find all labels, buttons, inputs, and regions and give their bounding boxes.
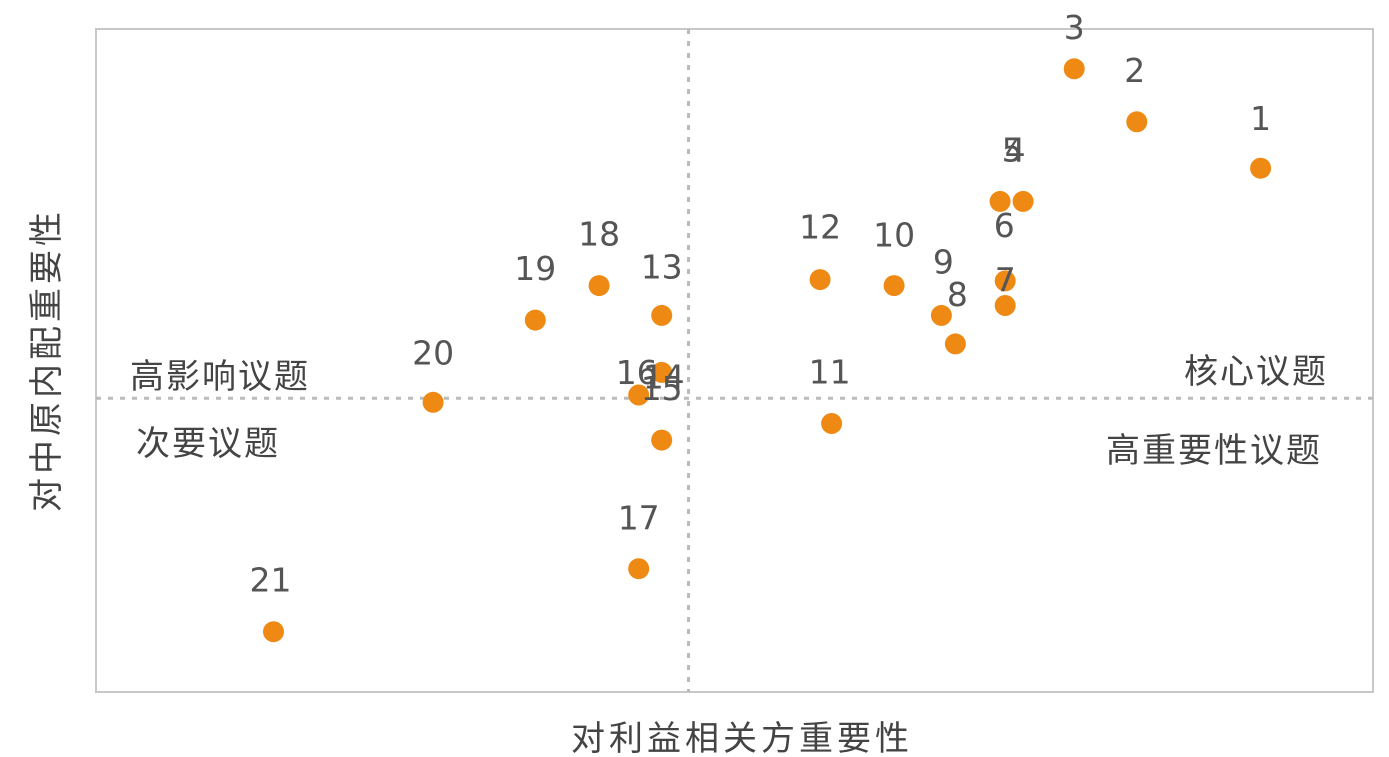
data-point-21 [263, 621, 284, 643]
data-label-21: 21 [250, 561, 292, 600]
quadrant-label-top-right: 核心议题 [1184, 352, 1328, 392]
data-label-10: 10 [873, 216, 915, 255]
data-label-3: 3 [1064, 8, 1085, 47]
data-label-1: 1 [1250, 99, 1271, 138]
data-point-2 [1126, 111, 1148, 133]
data-point-14 [651, 361, 673, 383]
data-points [263, 58, 1272, 643]
data-point-8 [944, 333, 966, 355]
data-point-10 [883, 275, 905, 297]
data-label-8: 8 [947, 275, 968, 314]
data-label-7: 7 [995, 261, 1016, 300]
data-label-14: 14 [643, 357, 685, 396]
data-point-5 [989, 190, 1011, 212]
data-label-4: 4 [1005, 130, 1026, 169]
data-label-2: 2 [1124, 51, 1145, 90]
data-point-11 [821, 413, 843, 434]
data-point-6 [994, 270, 1016, 292]
data-label-17: 17 [618, 499, 660, 538]
data-label-5: 5 [1002, 130, 1023, 169]
data-point-16 [628, 384, 650, 406]
data-point-3 [1063, 58, 1085, 80]
data-point-4 [1012, 190, 1034, 212]
data-point-20 [422, 391, 444, 413]
data-label-6: 6 [994, 206, 1015, 245]
quadrant-label-bottom-right: 高重要性议题 [1106, 431, 1322, 471]
data-label-9: 9 [933, 242, 954, 281]
data-point-1 [1250, 157, 1272, 179]
data-label-20: 20 [412, 333, 454, 372]
x-axis-title: 对利益相关方重要性 [571, 719, 913, 757]
data-point-15 [651, 429, 673, 451]
data-label-18: 18 [578, 215, 620, 254]
data-label-16: 16 [616, 353, 658, 392]
data-point-7 [994, 295, 1016, 316]
data-label-19: 19 [514, 249, 556, 288]
plot-frame [95, 28, 1374, 693]
data-point-12 [809, 269, 831, 291]
data-point-18 [588, 275, 610, 297]
data-label-15: 15 [641, 369, 683, 408]
quadrant-label-bottom-left: 次要议题 [136, 424, 280, 464]
data-point-17 [628, 558, 650, 580]
quadrant-label-top-left: 高影响议题 [130, 357, 310, 397]
data-label-13: 13 [641, 247, 683, 286]
data-point-19 [524, 309, 546, 331]
data-label-11: 11 [809, 353, 851, 392]
data-point-9 [930, 304, 952, 326]
data-point-13 [651, 304, 673, 326]
y-axis-title: 对中原内配重要性 [27, 208, 67, 512]
data-label-12: 12 [799, 208, 841, 247]
